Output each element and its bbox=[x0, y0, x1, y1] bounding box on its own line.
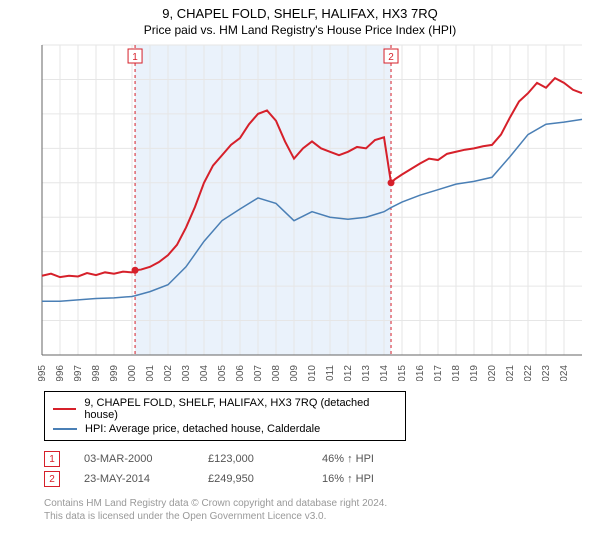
svg-text:2012: 2012 bbox=[343, 365, 354, 381]
sale-row: 1 03-MAR-2000 £123,000 46% ↑ HPI bbox=[44, 449, 600, 469]
svg-text:2014: 2014 bbox=[379, 365, 390, 381]
svg-text:2004: 2004 bbox=[199, 365, 210, 381]
svg-text:2021: 2021 bbox=[505, 365, 516, 381]
svg-text:2009: 2009 bbox=[289, 365, 300, 381]
sale-date: 03-MAR-2000 bbox=[84, 453, 184, 465]
svg-text:1996: 1996 bbox=[55, 365, 66, 381]
svg-text:2017: 2017 bbox=[433, 365, 444, 381]
chart: £0£50K£100K£150K£200K£250K£300K£350K£400… bbox=[36, 41, 596, 381]
svg-text:2019: 2019 bbox=[469, 365, 480, 381]
sale-price: £249,950 bbox=[208, 473, 298, 485]
svg-text:2018: 2018 bbox=[451, 365, 462, 381]
svg-text:2013: 2013 bbox=[361, 365, 372, 381]
sale-delta: 46% ↑ HPI bbox=[322, 453, 412, 465]
legend-swatch bbox=[53, 428, 77, 430]
svg-text:2: 2 bbox=[388, 52, 394, 63]
svg-text:2002: 2002 bbox=[163, 365, 174, 381]
chart-container: 9, CHAPEL FOLD, SHELF, HALIFAX, HX3 7RQ … bbox=[0, 0, 600, 560]
svg-text:2020: 2020 bbox=[487, 365, 498, 381]
footer-line: This data is licensed under the Open Gov… bbox=[44, 510, 600, 523]
page-subtitle: Price paid vs. HM Land Registry's House … bbox=[0, 21, 600, 41]
svg-text:2007: 2007 bbox=[253, 365, 264, 381]
legend-item: 9, CHAPEL FOLD, SHELF, HALIFAX, HX3 7RQ … bbox=[53, 396, 397, 422]
svg-text:2015: 2015 bbox=[397, 365, 408, 381]
legend: 9, CHAPEL FOLD, SHELF, HALIFAX, HX3 7RQ … bbox=[44, 391, 406, 441]
sale-delta: 16% ↑ HPI bbox=[322, 473, 412, 485]
svg-text:1995: 1995 bbox=[37, 365, 48, 381]
svg-text:2023: 2023 bbox=[541, 365, 552, 381]
svg-text:1999: 1999 bbox=[109, 365, 120, 381]
sale-date: 23-MAY-2014 bbox=[84, 473, 184, 485]
svg-text:2001: 2001 bbox=[145, 365, 156, 381]
svg-text:2011: 2011 bbox=[325, 365, 336, 381]
legend-item: HPI: Average price, detached house, Cald… bbox=[53, 422, 397, 436]
legend-swatch bbox=[53, 408, 76, 410]
sale-row: 2 23-MAY-2014 £249,950 16% ↑ HPI bbox=[44, 469, 600, 489]
svg-text:2010: 2010 bbox=[307, 365, 318, 381]
svg-text:2008: 2008 bbox=[271, 365, 282, 381]
sale-price: £123,000 bbox=[208, 453, 298, 465]
footer-line: Contains HM Land Registry data © Crown c… bbox=[44, 497, 600, 510]
svg-text:2024: 2024 bbox=[559, 365, 570, 381]
legend-label: 9, CHAPEL FOLD, SHELF, HALIFAX, HX3 7RQ … bbox=[84, 397, 397, 421]
svg-text:1: 1 bbox=[132, 52, 138, 63]
legend-label: HPI: Average price, detached house, Cald… bbox=[85, 423, 320, 435]
svg-text:2016: 2016 bbox=[415, 365, 426, 381]
svg-text:2003: 2003 bbox=[181, 365, 192, 381]
svg-text:1998: 1998 bbox=[91, 365, 102, 381]
svg-text:1997: 1997 bbox=[73, 365, 84, 381]
svg-text:2022: 2022 bbox=[523, 365, 534, 381]
sale-marker-icon: 1 bbox=[44, 451, 60, 467]
sale-marker-icon: 2 bbox=[44, 471, 60, 487]
sales-table: 1 03-MAR-2000 £123,000 46% ↑ HPI 2 23-MAY-201… bbox=[44, 449, 600, 489]
svg-text:2000: 2000 bbox=[127, 365, 138, 381]
page-title: 9, CHAPEL FOLD, SHELF, HALIFAX, HX3 7RQ bbox=[0, 0, 600, 21]
svg-text:2005: 2005 bbox=[217, 365, 228, 381]
svg-text:2006: 2006 bbox=[235, 365, 246, 381]
footer-attribution: Contains HM Land Registry data © Crown c… bbox=[44, 497, 600, 523]
